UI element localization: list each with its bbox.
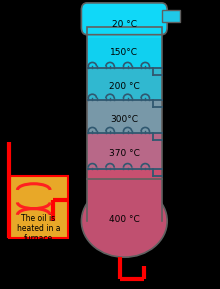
Text: 150°C: 150°C [110, 47, 138, 57]
Text: 200 °C: 200 °C [109, 82, 140, 91]
Bar [162, 10, 180, 22]
Bar [87, 133, 162, 169]
Bar [87, 38, 162, 68]
Bar [87, 100, 162, 133]
Text: 20 °C: 20 °C [112, 20, 137, 29]
Text: 300°C: 300°C [110, 115, 138, 125]
Bar [87, 169, 162, 179]
FancyBboxPatch shape [81, 3, 167, 35]
Text: The oil is
heated in a
furnace: The oil is heated in a furnace [17, 214, 60, 243]
Bar [87, 68, 162, 100]
Ellipse shape [81, 185, 167, 257]
Bar [87, 12, 162, 38]
Text: 400 °C: 400 °C [109, 215, 140, 224]
Bar [87, 179, 162, 221]
Text: 370 °C: 370 °C [109, 149, 140, 158]
Bar [9, 176, 68, 238]
Bar [87, 27, 162, 179]
